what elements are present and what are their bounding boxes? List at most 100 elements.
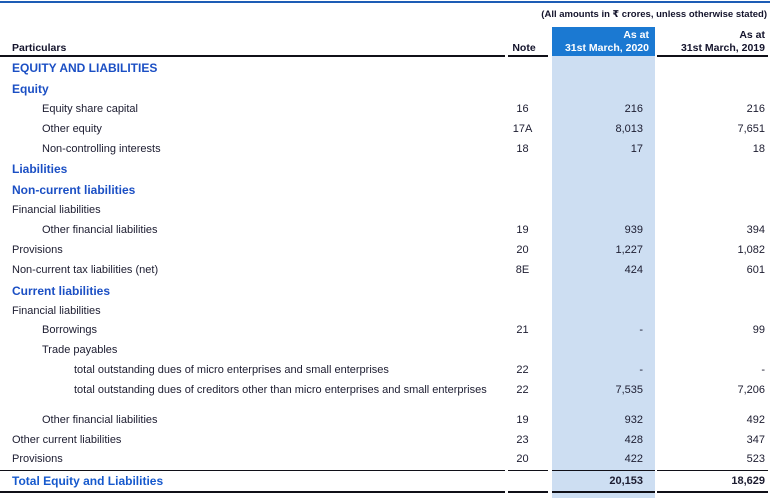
value-2020-cell: 424 — [624, 263, 643, 276]
particulars-cell: Other financial liabilities — [42, 224, 158, 237]
total-top-rule-fy2020 — [552, 470, 655, 472]
section-label: Current liabilities — [12, 283, 111, 298]
header-rule-note — [508, 54, 548, 57]
section-label: Equity — [12, 82, 49, 96]
fy2020-column-highlight-band — [552, 56, 655, 498]
total-bottom-rule-fy2019 — [657, 490, 768, 493]
table-row-equity-share-capital: Equity share capital 16 216 216 — [0, 100, 770, 120]
particulars-cell: Trade payables — [42, 344, 118, 357]
particulars-cell: Financial liabilities — [12, 304, 101, 317]
value-2019-cell: - — [761, 363, 765, 376]
column-header-fy2019-line1: As at — [739, 29, 765, 41]
note-cell: 20 — [516, 453, 529, 466]
particulars-cell: Non-controlling interests — [42, 142, 161, 155]
particulars-cell: Provisions — [12, 243, 63, 256]
total-top-rule-particulars — [0, 470, 505, 472]
total-bottom-rule-fy2020 — [552, 490, 655, 493]
table-row-other-financial-liabilities-nc: Other financial liabilities 19 939 394 — [0, 221, 770, 241]
value-2019-cell: 216 — [746, 103, 765, 115]
value-2019-cell: 7,206 — [737, 383, 765, 396]
table-row-financial-liabilities-current: Financial liabilities — [0, 302, 770, 322]
total-bottom-rule-particulars — [0, 490, 505, 493]
note-cell: 20 — [516, 243, 529, 256]
particulars-cell: Provisions — [12, 453, 63, 466]
total-value-2020: 20,153 — [609, 474, 643, 487]
total-top-rule-note — [508, 470, 548, 472]
value-2019-cell: 523 — [746, 453, 765, 466]
note-cell: 22 — [516, 363, 529, 376]
value-2020-cell: 216 — [624, 103, 643, 115]
value-2019-cell: 7,651 — [737, 122, 765, 135]
table-row-other-financial-liabilities-current: Other financial liabilities 19 932 492 — [0, 411, 770, 431]
table-row-financial-liabilities-nc: Financial liabilities — [0, 201, 770, 221]
particulars-cell: total outstanding dues of creditors othe… — [74, 384, 487, 397]
total-value-2019: 18,629 — [731, 474, 765, 487]
value-2020-cell: 17 — [630, 142, 643, 155]
value-2020-cell: 939 — [624, 224, 643, 237]
particulars-cell: Borrowings — [42, 324, 98, 337]
value-2019-cell: 601 — [746, 263, 765, 276]
column-header-fy2020: As at 31st March, 2020 — [552, 27, 655, 56]
note-cell: 23 — [516, 433, 529, 446]
value-2020-cell: - — [639, 324, 643, 337]
note-cell: 19 — [516, 413, 529, 426]
section-label: Liabilities — [12, 162, 68, 177]
particulars-cell: Other financial liabilities — [42, 413, 158, 426]
column-header-fy2019: As at 31st March, 2019 — [657, 29, 765, 55]
value-2019-cell: 492 — [746, 413, 765, 426]
note-cell: 22 — [516, 383, 529, 396]
value-2020-cell: 8,013 — [615, 122, 643, 135]
table-row-section-equity: Equity — [0, 79, 770, 100]
table-row-dues-creditors-other: total outstanding dues of creditors othe… — [0, 381, 770, 411]
total-bottom-rule-note — [508, 490, 548, 493]
table-row-dues-micro-small-enterprises: total outstanding dues of micro enterpri… — [0, 361, 770, 381]
value-2020-cell: 428 — [624, 433, 643, 446]
table-row-borrowings: Borrowings 21 - 99 — [0, 321, 770, 341]
section-label: Non-current liabilities — [12, 183, 136, 198]
amounts-note: (All amounts in ₹ crores, unless otherwi… — [541, 9, 767, 20]
value-2019-cell: 99 — [752, 324, 765, 337]
column-header-particulars: Particulars — [12, 42, 67, 54]
particulars-cell: Other current liabilities — [12, 433, 122, 446]
table-row-section-current-liabilities: Current liabilities — [0, 281, 770, 302]
table-body: EQUITY AND LIABILITIES Equity Equity sha… — [0, 58, 770, 470]
table-row-trade-payables: Trade payables — [0, 341, 770, 361]
table-row-section-equity-and-liabilities: EQUITY AND LIABILITIES — [0, 58, 770, 79]
note-cell: 21 — [516, 324, 529, 337]
top-divider-rule — [0, 1, 770, 3]
column-header-note: Note — [512, 42, 536, 54]
value-2020-cell: 1,227 — [615, 243, 643, 256]
column-header-fy2020-line2: 31st March, 2020 — [564, 42, 649, 54]
table-row-section-liabilities: Liabilities — [0, 159, 770, 180]
column-header-fy2020-line1: As at — [623, 29, 649, 41]
table-row-provisions-current: Provisions 20 422 523 — [0, 450, 770, 470]
column-header-fy2019-line2: 31st March, 2019 — [680, 42, 765, 54]
value-2019-cell: 1,082 — [737, 243, 765, 256]
value-2019-cell: 347 — [746, 433, 765, 446]
header-rule-particulars — [0, 54, 505, 57]
particulars-cell: Non-current tax liabilities (net) — [12, 263, 159, 276]
table-row-other-current-liabilities: Other current liabilities 23 428 347 — [0, 431, 770, 451]
table-row-section-non-current-liabilities: Non-current liabilities — [0, 180, 770, 201]
total-top-rule-fy2019 — [657, 470, 768, 472]
value-2020-cell: 7,535 — [615, 383, 643, 396]
value-2020-cell: - — [639, 363, 643, 376]
header-rule-fy2019 — [657, 54, 768, 57]
particulars-cell: total outstanding dues of micro enterpri… — [74, 363, 389, 376]
value-2020-cell: 422 — [624, 453, 643, 466]
note-cell: 18 — [516, 142, 529, 155]
table-row-total-equity-and-liabilities: Total Equity and Liabilities 20,153 18,6… — [0, 472, 770, 490]
table-row-other-equity: Other equity 17A 8,013 7,651 — [0, 120, 770, 140]
section-label: EQUITY AND LIABILITIES — [12, 61, 158, 75]
note-cell: 8E — [515, 263, 530, 276]
table-row-non-current-tax-liabilities: Non-current tax liabilities (net) 8E 424… — [0, 261, 770, 281]
total-label: Total Equity and Liabilities — [12, 473, 164, 488]
value-2019-cell: 394 — [746, 224, 765, 237]
table-row-provisions-nc: Provisions 20 1,227 1,082 — [0, 241, 770, 261]
note-cell: 17A — [512, 122, 533, 135]
table-row-non-controlling-interests: Non-controlling interests 18 17 18 — [0, 140, 770, 160]
note-cell: 16 — [516, 103, 529, 115]
particulars-cell: Other equity — [42, 122, 102, 135]
note-cell: 19 — [516, 224, 529, 237]
